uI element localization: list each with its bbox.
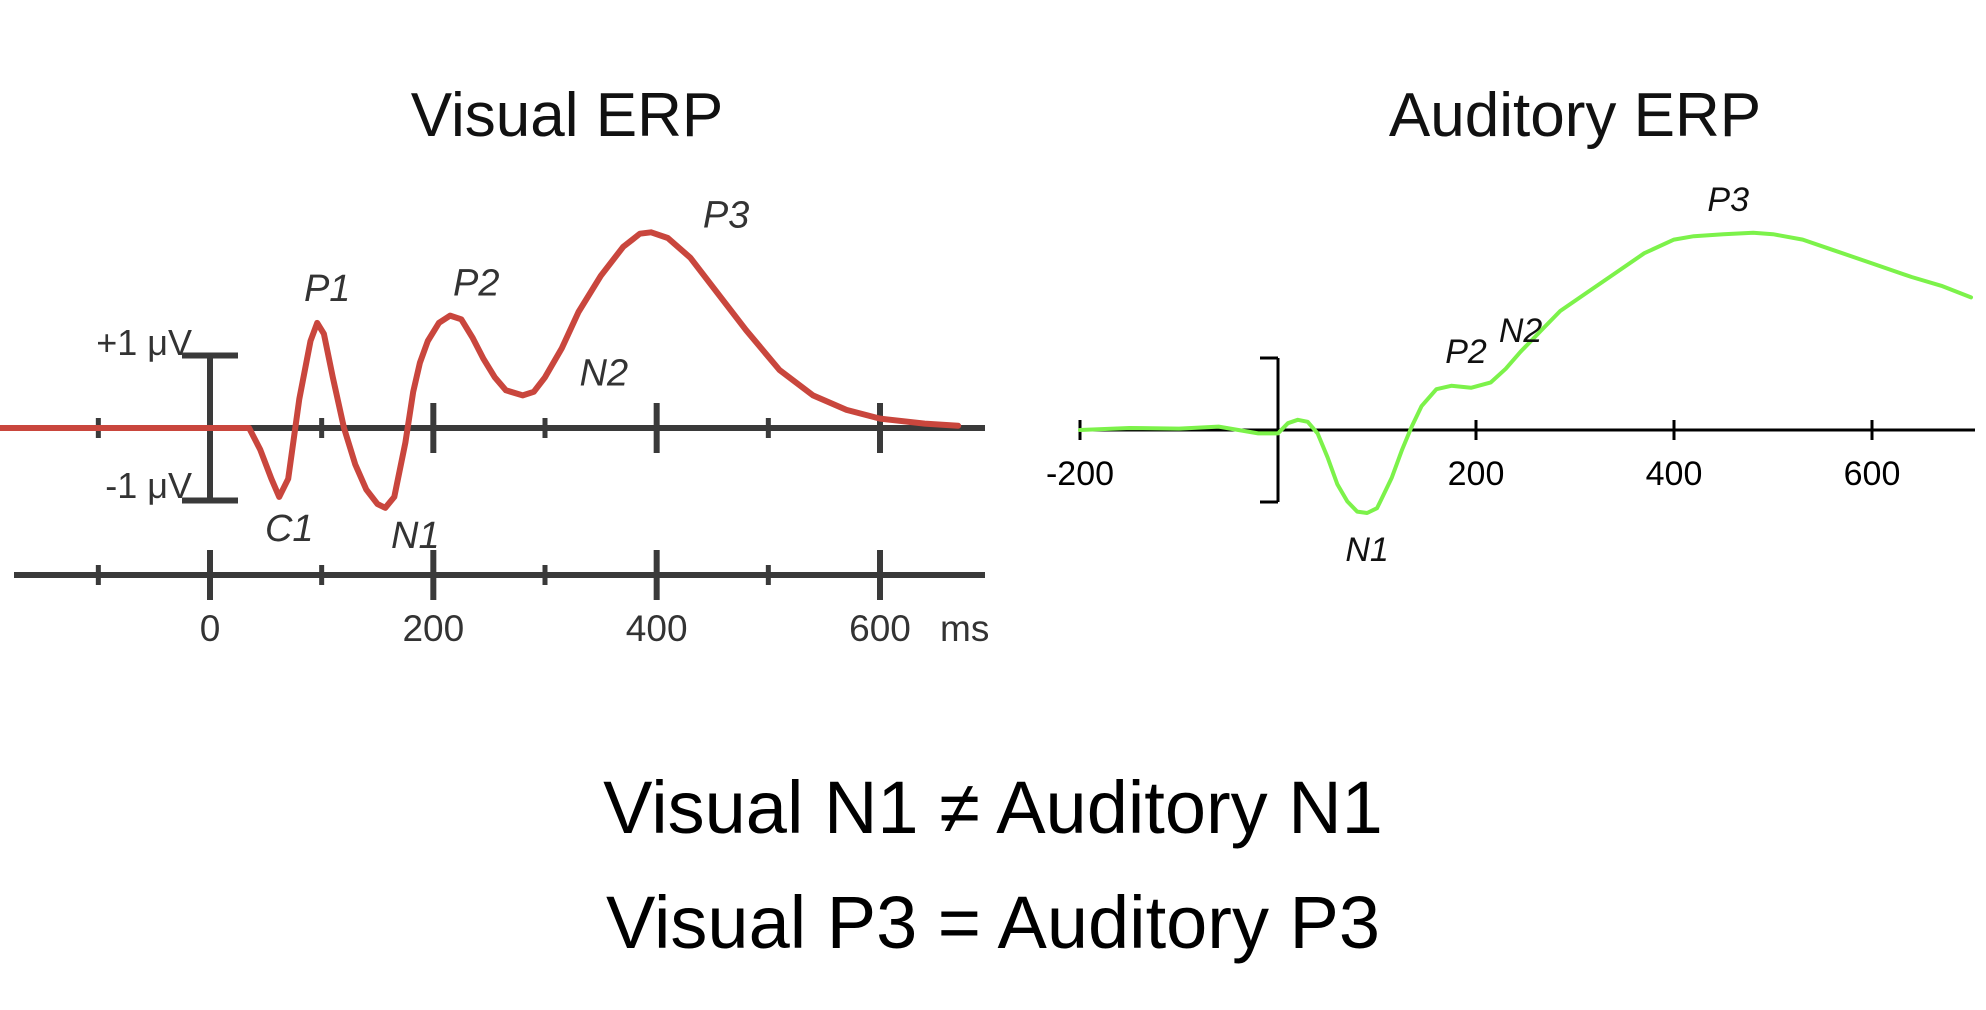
auditory-peak-label: P2 xyxy=(1445,333,1487,371)
visual-erp-axes xyxy=(14,403,985,600)
conclusion-n1: Visual N1 ≠ Auditory N1 xyxy=(603,766,1383,849)
visual-erp-waveform xyxy=(0,229,962,511)
auditory-peak-label: N2 xyxy=(1499,312,1543,350)
auditory-x-tick-label: -200 xyxy=(1046,455,1114,493)
auditory-erp-panel: Auditory ERP -200 200 400 600 N1 P2 N2 P3 xyxy=(1046,81,1975,569)
visual-peak-label: P1 xyxy=(304,268,350,310)
auditory-erp-title: Auditory ERP xyxy=(1389,81,1761,150)
visual-peak-label: C1 xyxy=(265,508,314,550)
visual-erp-title: Visual ERP xyxy=(411,81,723,150)
visual-x-tick-labels: 0 200 400 600 xyxy=(200,608,911,649)
visual-x-tick-label: 0 xyxy=(200,608,221,649)
auditory-x-tick-label: 400 xyxy=(1646,455,1703,493)
conclusion-p3: Visual P3 = Auditory P3 xyxy=(606,881,1380,964)
time-unit-label: ms xyxy=(940,608,989,649)
auditory-peak-label: P3 xyxy=(1707,181,1749,219)
plus-1-microvolt-label: +1 μV xyxy=(96,322,192,363)
visual-erp-panel: Visual ERP +1 μV -1 μV 0 200 400 600 ms C1 P… xyxy=(0,81,989,649)
visual-x-tick-label: 400 xyxy=(626,608,688,649)
auditory-x-tick-label: 200 xyxy=(1448,455,1505,493)
visual-x-tick-label: 600 xyxy=(849,608,911,649)
visual-voltage-scale-bar: +1 μV -1 μV xyxy=(96,322,238,506)
visual-peak-label: P3 xyxy=(703,194,749,236)
auditory-erp-axes xyxy=(1078,356,1975,504)
auditory-erp-waveform xyxy=(1078,230,1973,515)
visual-x-tick-label: 200 xyxy=(402,608,464,649)
visual-peak-label: N2 xyxy=(580,352,629,394)
visual-peak-label: P2 xyxy=(453,263,499,305)
auditory-peak-labels: N1 P2 N2 P3 xyxy=(1345,181,1749,569)
visual-peak-labels: C1 P1 N1 P2 N2 P3 xyxy=(265,194,749,557)
visual-peak-label: N1 xyxy=(391,515,440,557)
auditory-x-tick-label: 600 xyxy=(1844,455,1901,493)
auditory-x-tick-labels: -200 200 400 600 xyxy=(1046,455,1900,493)
auditory-peak-label: N1 xyxy=(1345,531,1388,569)
minus-1-microvolt-label: -1 μV xyxy=(105,465,192,506)
